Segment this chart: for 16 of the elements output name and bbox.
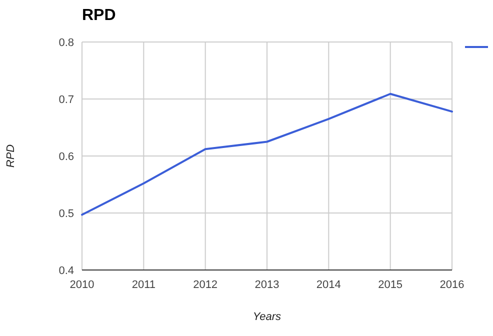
x-tick-label: 2010 bbox=[70, 279, 94, 291]
x-tick-label: 2015 bbox=[378, 279, 403, 291]
x-tick-label: 2012 bbox=[193, 279, 218, 291]
line-series bbox=[81, 92, 453, 216]
x-axis-title: Years bbox=[252, 311, 282, 323]
x-tick-label: 2014 bbox=[316, 279, 341, 291]
x-tick-label: 2016 bbox=[440, 279, 464, 291]
x-tick-label: 2013 bbox=[254, 279, 280, 291]
y-axis-title: RPD bbox=[5, 144, 17, 168]
chart-title: RPD bbox=[82, 7, 116, 24]
y-tick-label: 0.8 bbox=[58, 36, 74, 49]
y-tick-label: 0.4 bbox=[58, 264, 74, 277]
y-tick-label: 0.5 bbox=[58, 208, 74, 220]
y-tick-label: 0.7 bbox=[58, 94, 74, 106]
x-tick-label: 2011 bbox=[132, 279, 156, 291]
y-tick-label: 0.6 bbox=[58, 150, 74, 163]
